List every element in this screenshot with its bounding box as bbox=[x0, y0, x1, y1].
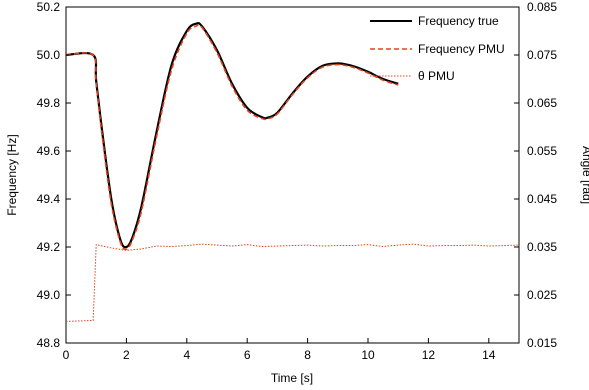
y-left-tick-label: 49.0 bbox=[37, 288, 61, 302]
x-tick-label: 8 bbox=[304, 348, 311, 362]
y-left-tick-label: 49.4 bbox=[37, 192, 61, 206]
y-right-tick-label: 0.025 bbox=[527, 288, 557, 302]
y-right-tick-label: 0.035 bbox=[527, 240, 557, 254]
plot-area bbox=[65, 6, 520, 344]
y-right-tick-label: 0.075 bbox=[527, 48, 557, 62]
series-line-frequency-true bbox=[65, 21, 399, 249]
x-axis-title: Time [s] bbox=[271, 371, 313, 385]
y-left-tick-label: 50.0 bbox=[37, 48, 61, 62]
series-line-frequency-pmu bbox=[65, 23, 399, 251]
x-tick-label: 12 bbox=[422, 348, 436, 362]
x-tick-label: 0 bbox=[63, 348, 70, 362]
series-layer bbox=[65, 21, 520, 322]
x-tick-label: 4 bbox=[183, 348, 190, 362]
x-tick-label: 6 bbox=[244, 348, 251, 362]
y-right-tick-label: 0.055 bbox=[527, 144, 557, 158]
y-right-tick-label: 0.085 bbox=[527, 0, 557, 14]
y-left-tick-label: 49.2 bbox=[37, 240, 61, 254]
x-tick-label: 14 bbox=[482, 348, 496, 362]
legend: Frequency true Frequency PMU θ PMU bbox=[370, 14, 505, 83]
y-left-tick-label: 49.8 bbox=[37, 96, 61, 110]
y-left-tick-label: 50.2 bbox=[37, 0, 61, 14]
x-tick-label: 10 bbox=[361, 348, 375, 362]
right-axis-title: Angle [rad] bbox=[580, 146, 589, 204]
legend-label-theta-pmu: θ PMU bbox=[418, 69, 455, 83]
x-tick-label: 2 bbox=[123, 348, 130, 362]
y-left-tick-label: 49.6 bbox=[37, 144, 61, 158]
y-right-tick-label: 0.045 bbox=[527, 192, 557, 206]
series-line-theta-pmu bbox=[65, 243, 520, 322]
legend-label-frequency-pmu: Frequency PMU bbox=[418, 42, 505, 56]
y-right-tick-label: 0.065 bbox=[527, 96, 557, 110]
ticks-layer: 0 2 4 6 8 10 12 14 48.8 49.0 49.2 49.4 49.6 49.8 50.0 5… bbox=[37, 0, 558, 362]
legend-label-frequency-true: Frequency true bbox=[418, 14, 499, 28]
y-right-tick-label: 0.015 bbox=[527, 336, 557, 350]
y-left-tick-label: 48.8 bbox=[37, 336, 61, 350]
left-axis-title: Frequency [Hz] bbox=[5, 134, 19, 215]
